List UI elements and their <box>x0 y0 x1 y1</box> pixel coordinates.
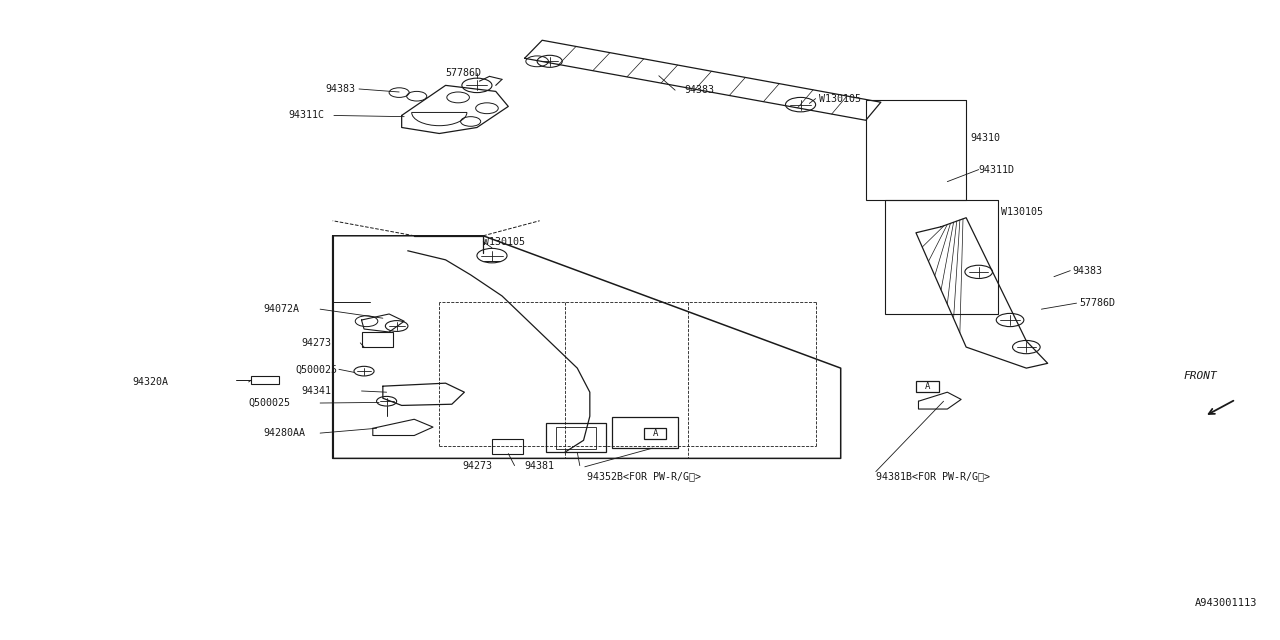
Text: 94383: 94383 <box>684 85 714 95</box>
Text: 94273: 94273 <box>301 338 332 348</box>
Text: 57786D: 57786D <box>445 68 481 78</box>
Text: 94381B<FOR PW-R/G車>: 94381B<FOR PW-R/G車> <box>876 472 989 481</box>
Text: A: A <box>653 429 658 438</box>
Text: 94273: 94273 <box>462 461 492 470</box>
Text: W130105: W130105 <box>1001 207 1043 217</box>
Bar <box>361 332 393 347</box>
Text: 94320A: 94320A <box>132 377 168 387</box>
Bar <box>251 376 279 385</box>
Text: 94383: 94383 <box>325 84 356 94</box>
Bar <box>644 428 667 439</box>
Bar <box>865 100 966 200</box>
Text: 94381: 94381 <box>525 461 554 470</box>
Text: 94383: 94383 <box>1073 266 1103 276</box>
Text: 94280AA: 94280AA <box>264 428 306 438</box>
Bar <box>556 427 596 449</box>
Text: 57786D: 57786D <box>1079 298 1115 308</box>
Bar <box>916 381 938 392</box>
Text: A: A <box>924 382 931 391</box>
Bar <box>884 200 997 314</box>
Text: W130105: W130105 <box>484 237 525 247</box>
Text: 94311C: 94311C <box>289 111 325 120</box>
Text: Q500025: Q500025 <box>296 364 337 374</box>
Text: 94311D: 94311D <box>979 164 1015 175</box>
Bar <box>612 417 677 448</box>
Text: FRONT: FRONT <box>1183 371 1217 381</box>
Bar <box>545 424 607 452</box>
Text: W130105: W130105 <box>819 93 861 104</box>
Text: 94072A: 94072A <box>264 304 300 314</box>
Text: Q500025: Q500025 <box>248 398 291 408</box>
Text: 94352B<FOR PW-R/G車>: 94352B<FOR PW-R/G車> <box>588 472 701 481</box>
Bar <box>492 438 524 454</box>
Text: 94310: 94310 <box>970 133 1000 143</box>
Text: 94341: 94341 <box>301 386 332 396</box>
Text: A943001113: A943001113 <box>1194 598 1257 607</box>
